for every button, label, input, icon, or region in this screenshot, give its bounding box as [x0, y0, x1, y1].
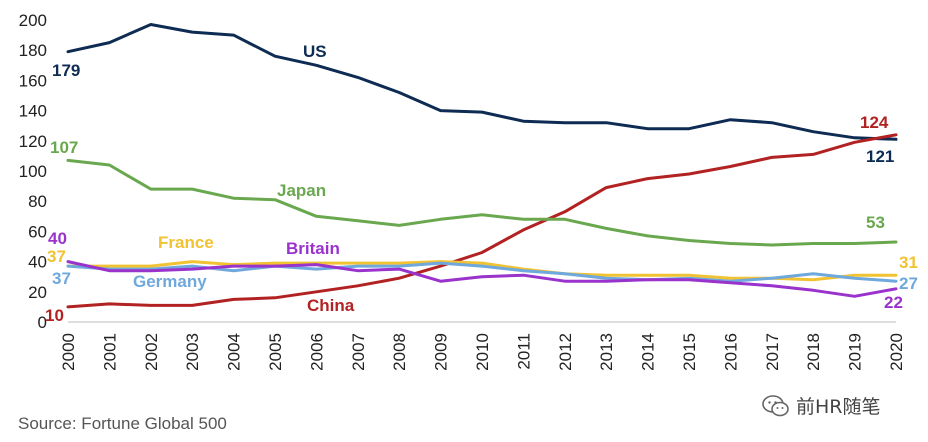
y-tick-label: 100 — [19, 162, 47, 181]
x-tick-label: 2006 — [307, 333, 326, 371]
x-tick-label: 2005 — [266, 333, 285, 371]
x-tick-label: 2013 — [597, 333, 616, 371]
start-value-us: 179 — [52, 61, 80, 80]
y-tick-label: 0 — [38, 313, 47, 332]
series-lines — [66, 23, 898, 309]
x-tick-label: 2018 — [804, 333, 823, 371]
end-value-japan: 53 — [866, 213, 885, 232]
x-tick-label: 2012 — [556, 333, 575, 371]
end-value-france: 31 — [899, 253, 918, 272]
end-value-germany: 27 — [899, 274, 918, 293]
x-tick-label: 2008 — [390, 333, 409, 371]
x-tick-label: 2001 — [100, 333, 119, 371]
start-value-japan: 107 — [50, 138, 78, 157]
end-value-china: 124 — [860, 113, 889, 132]
x-tick-label: 2003 — [183, 333, 202, 371]
x-tick-label: 2004 — [225, 333, 244, 371]
series-label-france: France — [158, 233, 214, 252]
watermark: 前HR随笔 — [762, 392, 881, 419]
wechat-icon — [762, 394, 790, 417]
y-tick-label: 40 — [28, 253, 47, 272]
x-tick-label: 2002 — [142, 333, 161, 371]
x-tick-label: 2014 — [639, 333, 658, 371]
x-tick-label: 2011 — [514, 333, 533, 370]
end-value-britain: 22 — [884, 293, 903, 312]
x-tick-label: 2020 — [887, 333, 906, 371]
watermark-text: 前HR随笔 — [796, 396, 881, 418]
series-label-germany: Germany — [133, 272, 207, 291]
y-tick-label: 60 — [28, 222, 47, 241]
y-axis-ticks: 0 20 40 60 80 100 120 140 160 180 200 — [19, 11, 47, 332]
start-value-britain: 40 — [48, 229, 67, 248]
x-tick-label: 2000 — [59, 333, 78, 371]
x-tick-label: 2015 — [680, 333, 699, 371]
end-value-us: 121 — [866, 147, 894, 166]
start-value-france: 37 — [47, 247, 66, 266]
series-label-china: China — [307, 296, 355, 315]
x-tick-label: 2010 — [473, 333, 492, 371]
start-value-china: 10 — [45, 306, 64, 325]
series-line-japan — [66, 158, 898, 247]
series-line-us — [66, 23, 898, 141]
series-label-japan: Japan — [277, 181, 326, 200]
x-tick-label: 2017 — [763, 333, 782, 371]
y-tick-label: 80 — [28, 192, 47, 211]
x-tick-label: 2019 — [846, 333, 865, 371]
x-axis-ticks: 2000 2001 2002 2003 2004 2005 2006 2007 2008 2009… — [59, 333, 906, 371]
y-tick-label: 200 — [19, 11, 47, 30]
x-tick-label: 2016 — [721, 333, 740, 371]
series-label-britain: Britain — [286, 239, 340, 258]
series-label-us: US — [303, 42, 327, 61]
x-tick-label: 2007 — [349, 333, 368, 371]
source-note: Source: Fortune Global 500 — [18, 414, 227, 433]
y-tick-label: 140 — [19, 102, 47, 121]
series-line-china — [66, 133, 898, 309]
y-tick-label: 20 — [28, 283, 47, 302]
y-tick-label: 160 — [19, 71, 47, 90]
x-tick-label: 2009 — [432, 333, 451, 371]
start-value-germany: 37 — [52, 269, 71, 288]
series-line-britain — [66, 260, 898, 298]
series-labels: US China Japan France Germany Britain 17… — [45, 42, 918, 325]
y-tick-label: 180 — [19, 41, 47, 60]
y-tick-label: 120 — [19, 132, 47, 151]
